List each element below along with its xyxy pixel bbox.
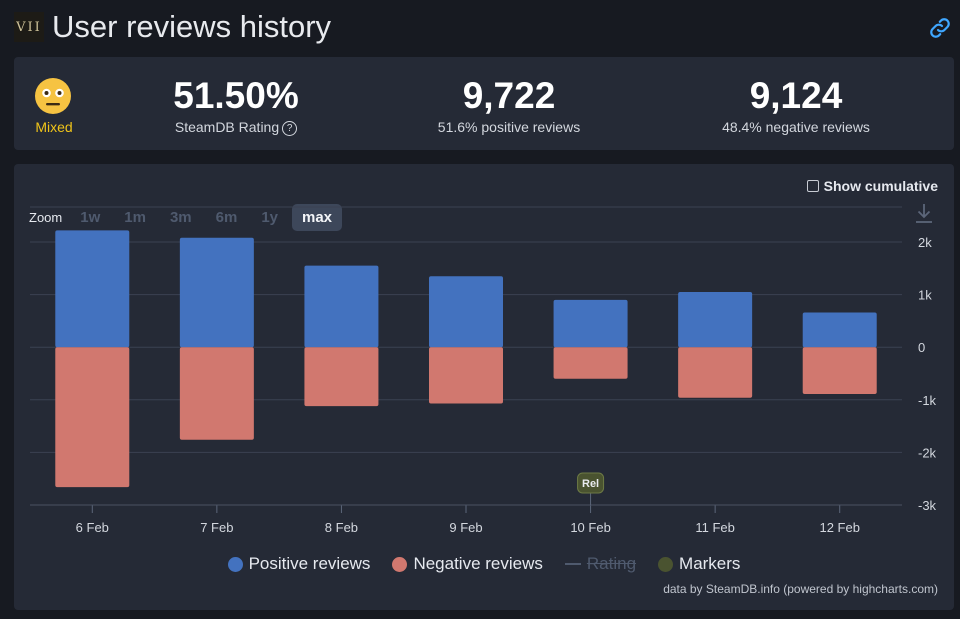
rating-label: Mixed: [35, 119, 73, 135]
positive-bar: [678, 291, 753, 348]
negative-bar: [304, 347, 379, 407]
negative-bar: [678, 347, 753, 398]
zoom-3m-button[interactable]: 3m: [169, 209, 192, 226]
legend-positive[interactable]: Positive reviews: [227, 554, 371, 574]
positive-bar: [179, 237, 254, 348]
show-cumulative-toggle[interactable]: Show cumulative: [806, 178, 938, 194]
x-tick-label: 9 Feb: [449, 520, 482, 535]
positive-bar: [429, 276, 503, 348]
cumulative-label: Show cumulative: [823, 178, 938, 194]
legend-negative[interactable]: Negative reviews: [392, 554, 543, 574]
cumulative-checkbox[interactable]: [806, 180, 819, 192]
negative-caption: 48.4% negative reviews: [722, 119, 870, 135]
negative-swatch: [392, 556, 408, 572]
x-tick-label: 7 Feb: [200, 520, 233, 535]
y-tick-label: -2k: [918, 445, 937, 460]
help-icon[interactable]: ?: [282, 121, 298, 136]
positive-bar: [55, 230, 130, 348]
legend-markers-label: Markers: [679, 554, 741, 573]
legend-rating-label: Rating: [586, 554, 637, 573]
negative-summary: 9,124 48.4% negative reviews: [686, 75, 906, 135]
positive-bar: [553, 299, 628, 348]
release-marker-label: Rel: [582, 478, 599, 490]
zoom-max-button[interactable]: max: [292, 204, 343, 231]
page-header: VII User reviews history: [0, 0, 960, 56]
zoom-1y-button[interactable]: 1y: [261, 209, 278, 226]
y-tick-label: 1k: [918, 288, 932, 303]
game-logo: VII: [14, 12, 44, 42]
page-title: User reviews history: [52, 9, 332, 44]
reviews-chart-panel: Show cumulative Zoom 1w 1m 3m 6m 1y max …: [14, 164, 954, 610]
y-tick-label: 0: [918, 340, 925, 355]
zoom-6m-button[interactable]: 6m: [215, 209, 238, 226]
x-tick-label: 10 Feb: [570, 520, 610, 535]
positive-caption: 51.6% positive reviews: [437, 119, 581, 135]
legend-markers[interactable]: Markers: [658, 554, 740, 574]
zoom-1m-button[interactable]: 1m: [124, 209, 146, 226]
download-icon[interactable]: [914, 202, 934, 224]
positive-summary: 9,722 51.6% positive reviews: [399, 75, 619, 135]
negative-bar: [55, 347, 130, 488]
rating-caption: SteamDB Rating: [174, 119, 280, 135]
x-tick-label: 6 Feb: [76, 520, 109, 535]
legend-rating[interactable]: Rating: [564, 554, 637, 574]
positive-swatch: [227, 556, 243, 572]
chart-credit[interactable]: data by SteamDB.info (powered by highcha…: [663, 582, 938, 596]
rating-value: 51.50%: [173, 75, 299, 116]
x-tick-label: 8 Feb: [325, 520, 358, 535]
x-tick-label: 12 Feb: [819, 520, 859, 535]
legend-negative-label: Negative reviews: [413, 554, 543, 573]
zoom-controls: Zoom 1w 1m 3m 6m 1y max: [29, 204, 346, 231]
rating-swatch: [564, 563, 581, 565]
y-tick-label: 2k: [918, 235, 932, 250]
negative-bar: [553, 347, 628, 379]
negative-bar: [429, 347, 503, 404]
legend-positive-label: Positive reviews: [248, 554, 371, 573]
negative-bar: [802, 347, 877, 395]
positive-bar: [802, 312, 877, 348]
y-tick-label: -3k: [918, 498, 937, 513]
release-marker: [577, 472, 605, 494]
negative-bar: [179, 347, 254, 440]
link-icon[interactable]: [928, 16, 952, 40]
positive-count: 9,722: [462, 75, 556, 116]
steamdb-rating: 51.50% SteamDB Rating?: [126, 75, 346, 136]
reviews-bar-chart: 2k 1k 0 -1k -2k -3k 6 Feb 7 Feb 8 Feb 9 Feb 10 Feb…: [30, 206, 937, 535]
positive-bar: [304, 265, 379, 348]
zoom-1w-button[interactable]: 1w: [80, 209, 101, 226]
negative-count: 9,124: [749, 75, 843, 116]
markers-swatch: [658, 556, 674, 572]
zoom-label: Zoom: [29, 210, 63, 225]
chart-legend: Positive reviews Negative reviews Rating…: [14, 554, 954, 574]
x-tick-label: 11 Feb: [695, 520, 735, 535]
y-tick-label: -1k: [918, 393, 937, 408]
mixed-face-icon: [35, 78, 71, 114]
rating-summary: Mixed 51.50% SteamDB Rating? 9,722 51.6%…: [14, 57, 954, 150]
